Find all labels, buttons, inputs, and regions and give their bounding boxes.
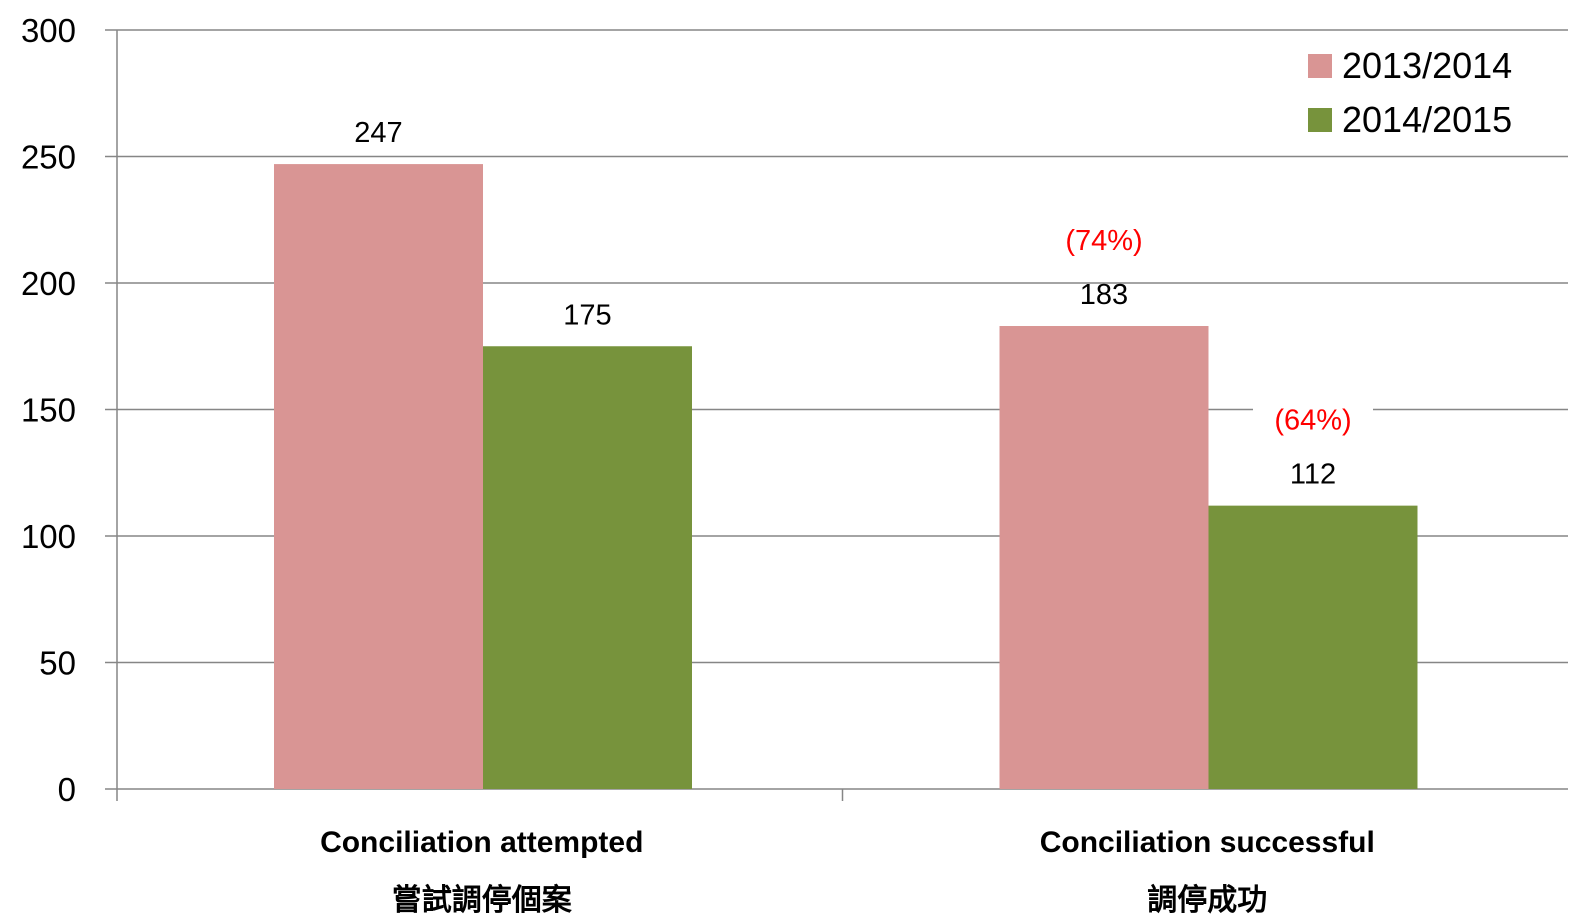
legend-swatch — [1308, 54, 1332, 78]
bar — [483, 346, 692, 789]
x-axis: Conciliation attempted 嘗試調停個案 Conciliation… — [116, 788, 1568, 917]
bar-value-label: 112 — [1290, 459, 1336, 491]
bar-value-label: 175 — [563, 299, 611, 331]
legend-swatch — [1308, 108, 1332, 132]
y-tick-label: 200 — [21, 265, 76, 302]
annotation-bg — [1044, 222, 1164, 263]
bar-value-label: 183 — [1080, 279, 1128, 311]
y-tick-label: 50 — [39, 645, 76, 682]
bars — [274, 164, 1418, 790]
y-tick-label: 100 — [21, 518, 76, 555]
category-label: 嘗試調停個案 — [392, 883, 573, 917]
category-label: Conciliation successful — [1040, 826, 1375, 859]
bar — [1208, 505, 1418, 789]
bar — [274, 164, 483, 790]
category-label: Conciliation attempted — [320, 826, 643, 859]
bar-value-label: 247 — [354, 117, 402, 149]
legend-label: 2013/2014 — [1342, 45, 1512, 86]
y-tick-label: 150 — [21, 392, 76, 429]
y-tick-label: 300 — [21, 12, 76, 49]
percentage-annotation: (64%) — [1274, 405, 1351, 437]
data-labels: 247 175 183 112 (74%) (64%) — [354, 117, 1373, 491]
annotation-bg — [1253, 401, 1373, 442]
legend-label: 2014/2015 — [1342, 99, 1512, 140]
y-tick-label: 0 — [58, 771, 76, 808]
category-label: 調停成功 — [1147, 884, 1267, 917]
y-axis: 0 50 100 150 200 250 300 — [21, 12, 118, 808]
legend: 2013/2014 2014/2015 — [1308, 45, 1512, 140]
y-tick-label: 250 — [21, 139, 76, 176]
bar — [999, 326, 1209, 789]
percentage-annotation: (74%) — [1065, 225, 1142, 257]
